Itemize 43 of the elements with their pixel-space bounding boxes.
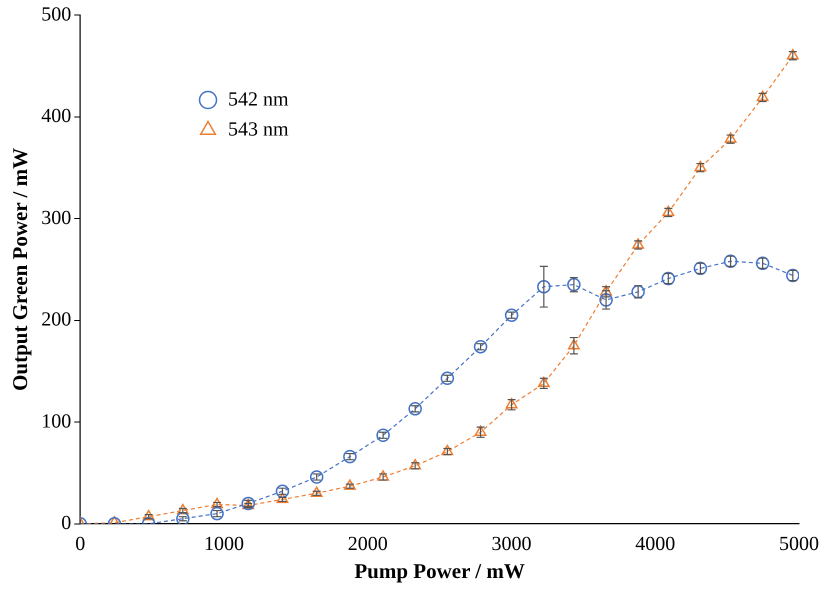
point [276, 484, 290, 498]
legend-label: 542 nm [228, 88, 290, 110]
x-tick-label: 2000 [348, 533, 388, 556]
point [176, 512, 190, 524]
y-tick-label: 500 [41, 3, 72, 26]
point [504, 308, 518, 322]
y-axis-title: Output Green Power / mW [8, 148, 32, 391]
point [694, 262, 708, 276]
x-tick-label: 0 [75, 533, 86, 556]
point [568, 338, 580, 350]
point [142, 510, 155, 520]
point [408, 402, 422, 416]
y-tick-label: 400 [41, 105, 72, 128]
point [211, 498, 224, 508]
x-tick-label: 3000 [491, 533, 532, 556]
y-tick-label: 300 [41, 206, 72, 229]
point [756, 256, 770, 270]
x-axis-title: Pump Power / mW [354, 558, 525, 583]
point [567, 278, 581, 292]
point [376, 428, 390, 442]
point [276, 492, 288, 504]
point [440, 372, 454, 386]
point [377, 470, 390, 481]
point [310, 470, 324, 484]
x-tick-label: 4000 [635, 533, 676, 556]
point [662, 272, 676, 286]
point [344, 479, 356, 490]
point [599, 293, 613, 307]
point [176, 504, 189, 514]
point [631, 285, 645, 299]
y-tick-label: 100 [41, 410, 72, 432]
point [343, 450, 357, 464]
x-tick-label: 1000 [204, 533, 244, 556]
point [210, 506, 224, 520]
y-tick-label: 200 [41, 308, 72, 331]
y-tick-label: 0 [61, 512, 72, 534]
point [310, 486, 323, 498]
point [474, 340, 488, 354]
point [786, 48, 799, 60]
legend-label: 543 nm [228, 118, 290, 140]
x-tick-label: 5000 [779, 533, 819, 556]
point [537, 280, 551, 294]
point [441, 444, 454, 456]
